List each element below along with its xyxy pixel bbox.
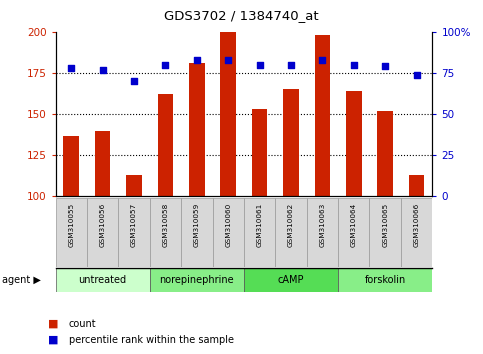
Text: GSM310066: GSM310066 bbox=[413, 203, 420, 247]
Point bbox=[99, 67, 107, 73]
Bar bbox=[56, 198, 87, 267]
Text: GSM310062: GSM310062 bbox=[288, 203, 294, 247]
Bar bbox=[87, 198, 118, 267]
Text: agent ▶: agent ▶ bbox=[2, 275, 41, 285]
Point bbox=[382, 64, 389, 69]
Point bbox=[193, 57, 201, 63]
Bar bbox=[181, 198, 213, 267]
Point bbox=[319, 57, 327, 63]
Text: GSM310058: GSM310058 bbox=[162, 203, 169, 247]
Text: GSM310055: GSM310055 bbox=[68, 203, 74, 247]
Bar bbox=[220, 32, 236, 196]
Bar bbox=[118, 198, 150, 267]
Bar bbox=[150, 268, 244, 292]
Bar bbox=[409, 175, 425, 196]
Text: ■: ■ bbox=[48, 319, 59, 329]
Bar bbox=[56, 268, 150, 292]
Bar bbox=[95, 131, 111, 196]
Text: untreated: untreated bbox=[79, 275, 127, 285]
Bar bbox=[369, 198, 401, 267]
Bar bbox=[252, 109, 268, 196]
Bar bbox=[377, 111, 393, 196]
Point bbox=[256, 62, 264, 68]
Bar bbox=[157, 95, 173, 196]
Bar bbox=[338, 268, 432, 292]
Bar bbox=[244, 268, 338, 292]
Bar bbox=[126, 175, 142, 196]
Text: forskolin: forskolin bbox=[365, 275, 406, 285]
Bar bbox=[275, 198, 307, 267]
Text: count: count bbox=[69, 319, 96, 329]
Bar bbox=[314, 35, 330, 196]
Point bbox=[130, 79, 138, 84]
Bar bbox=[189, 63, 205, 196]
Text: GSM310064: GSM310064 bbox=[351, 203, 357, 247]
Bar bbox=[244, 198, 275, 267]
Text: GSM310059: GSM310059 bbox=[194, 203, 200, 247]
Bar bbox=[213, 198, 244, 267]
Text: GSM310063: GSM310063 bbox=[319, 203, 326, 247]
Text: cAMP: cAMP bbox=[278, 275, 304, 285]
Point bbox=[412, 72, 420, 78]
Bar bbox=[150, 198, 181, 267]
Point bbox=[350, 62, 357, 68]
Text: GDS3702 / 1384740_at: GDS3702 / 1384740_at bbox=[164, 9, 319, 22]
Text: ■: ■ bbox=[48, 335, 59, 345]
Bar bbox=[401, 198, 432, 267]
Text: GSM310065: GSM310065 bbox=[382, 203, 388, 247]
Text: GSM310057: GSM310057 bbox=[131, 203, 137, 247]
Text: norepinephrine: norepinephrine bbox=[159, 275, 234, 285]
Bar bbox=[346, 91, 362, 196]
Point bbox=[224, 57, 232, 63]
Text: GSM310061: GSM310061 bbox=[256, 203, 263, 247]
Bar bbox=[63, 136, 79, 196]
Bar bbox=[307, 198, 338, 267]
Text: GSM310056: GSM310056 bbox=[99, 203, 106, 247]
Bar bbox=[338, 198, 369, 267]
Bar bbox=[283, 90, 299, 196]
Text: percentile rank within the sample: percentile rank within the sample bbox=[69, 335, 234, 345]
Text: GSM310060: GSM310060 bbox=[225, 203, 231, 247]
Point bbox=[161, 62, 170, 68]
Point bbox=[287, 62, 295, 68]
Point bbox=[68, 65, 75, 71]
